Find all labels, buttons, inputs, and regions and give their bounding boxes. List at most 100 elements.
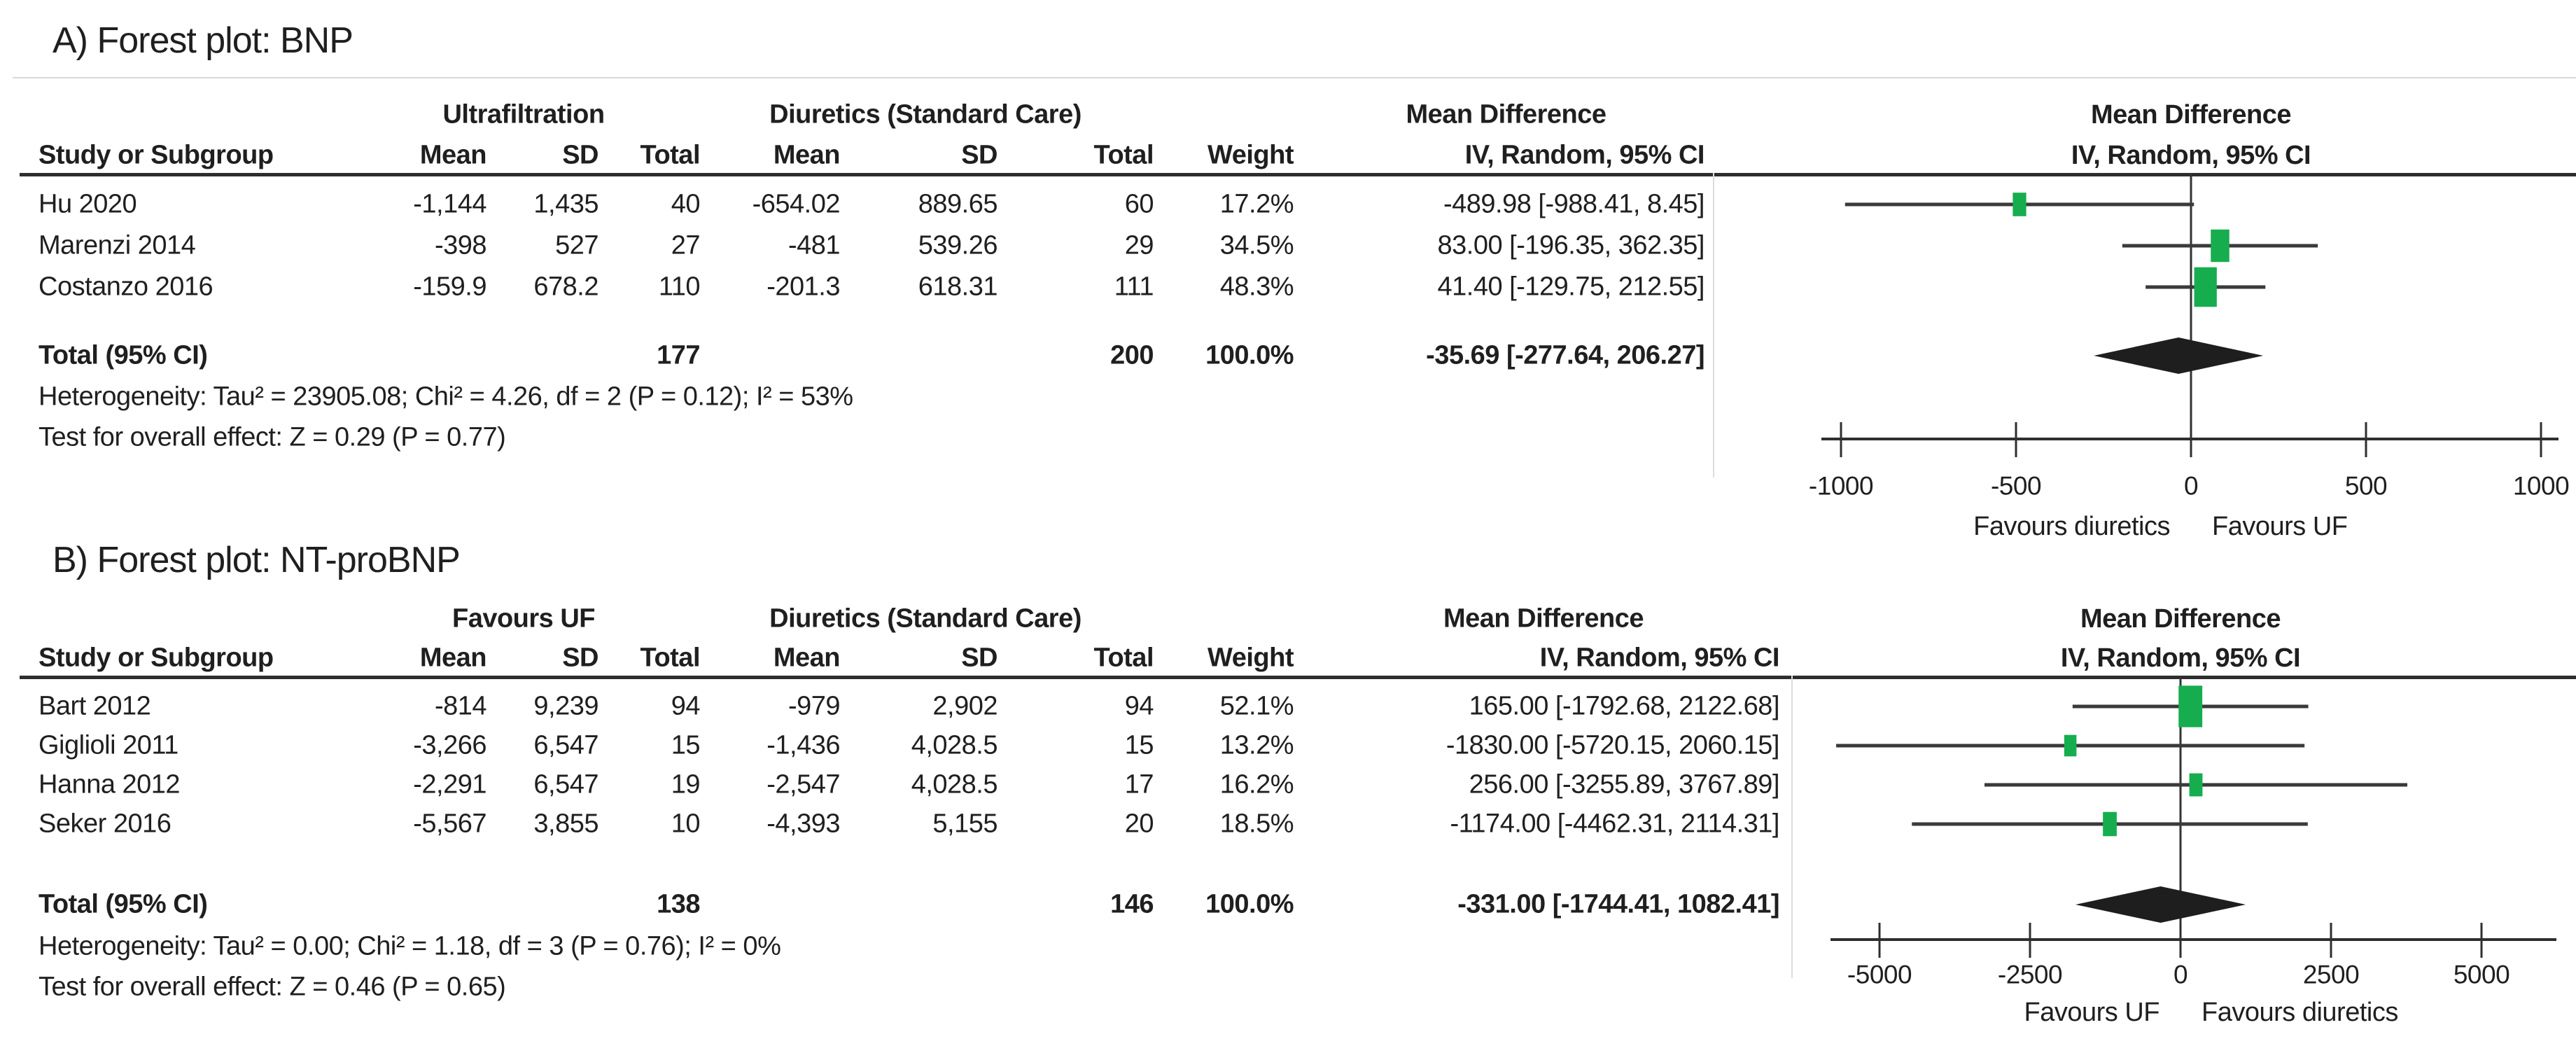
axis-tick-label: -5000 <box>1847 961 1912 989</box>
favours-left-label: Favours diuretics <box>1973 512 2170 541</box>
cell-total2: 17 <box>1124 769 1154 800</box>
summary-diamond <box>2075 886 2246 923</box>
cell-sd2: 889.65 <box>918 189 998 219</box>
axis-tick-label: -1000 <box>1809 472 1873 501</box>
cell-total1: 110 <box>658 272 701 302</box>
group2-header: Diuretics (Standard Care) <box>769 604 1082 634</box>
cell-total2: 111 <box>1114 272 1154 302</box>
cell-md-ci: 83.00 [-196.35, 362.35] <box>1437 230 1705 260</box>
cell-md-ci: -1830.00 [-5720.15, 2060.15] <box>1446 730 1780 760</box>
cell-total2: 60 <box>1124 189 1154 219</box>
axis-tick-label: 2500 <box>2303 961 2359 989</box>
plot-header: Mean Difference <box>2080 604 2281 634</box>
summary-diamond <box>2094 337 2264 374</box>
plot-header: Mean Difference <box>2091 100 2291 130</box>
column-header-sd1: SD <box>562 140 598 170</box>
study-name: Hanna 2012 <box>38 769 181 800</box>
cell-md-ci: 256.00 [-3255.89, 3767.89] <box>1469 769 1780 800</box>
total-md-ci: -331.00 [-1744.41, 1082.41] <box>1457 889 1779 919</box>
panel-title: B) Forest plot: NT-proBNP <box>52 540 461 580</box>
cell-mean2: -481 <box>788 230 841 260</box>
cell-total1: 27 <box>671 230 701 260</box>
cell-mean1: -1,144 <box>413 189 486 219</box>
cell-mean2: -4,393 <box>766 809 840 839</box>
effect-square <box>2189 773 2203 797</box>
cell-total1: 94 <box>671 691 701 721</box>
cell-md-ci: -1174.00 [-4462.31, 2114.31] <box>1450 809 1779 839</box>
cell-sd2: 4,028.5 <box>911 769 998 800</box>
cell-sd1: 527 <box>555 230 598 260</box>
column-header-weight: Weight <box>1208 140 1294 170</box>
cell-total1: 19 <box>671 769 701 800</box>
cell-total2: 29 <box>1124 230 1154 260</box>
total-label: Total (95% CI) <box>38 340 208 370</box>
column-header-mean2: Mean <box>773 643 841 673</box>
total-md-ci: -35.69 [-277.64, 206.27] <box>1426 340 1704 370</box>
cell-sd2: 539.26 <box>918 230 998 260</box>
study-name: Giglioli 2011 <box>38 730 178 760</box>
cell-mean2: -201.3 <box>766 272 840 302</box>
column-header-mean1: Mean <box>419 643 487 673</box>
column-header-sd1: SD <box>562 643 598 673</box>
cell-sd2: 2,902 <box>932 691 997 721</box>
header-rule <box>20 676 2576 679</box>
effect-square <box>2194 267 2217 307</box>
title-hairline <box>13 77 2576 78</box>
cell-mean1: -814 <box>434 691 487 721</box>
total-n1: 177 <box>657 340 700 370</box>
group1-header: Ultrafiltration <box>442 99 605 130</box>
total-weight: 100.0% <box>1205 340 1294 370</box>
panel-title: A) Forest plot: BNP <box>52 20 354 61</box>
cell-md-ci: -489.98 [-988.41, 8.45] <box>1443 189 1705 219</box>
favours-right-label: Favours UF <box>2212 512 2347 541</box>
column-header-study: Study or Subgroup <box>38 643 274 673</box>
study-name: Costanzo 2016 <box>38 272 214 302</box>
cell-sd1: 678.2 <box>533 272 598 302</box>
effect-header: Mean Difference <box>1443 604 1644 634</box>
axis-tick-label: 5000 <box>2454 961 2510 989</box>
effect-square <box>2211 229 2230 263</box>
axis-tick-label: 0 <box>2174 961 2188 989</box>
plot-subheader: IV, Random, 95% CI <box>2061 643 2300 673</box>
effect-square <box>2064 734 2077 757</box>
cell-mean2: -979 <box>788 691 841 721</box>
favours-right-label: Favours diuretics <box>2202 998 2398 1027</box>
cell-sd2: 4,028.5 <box>911 730 998 760</box>
total-n2: 200 <box>1110 340 1154 370</box>
study-name: Marenzi 2014 <box>38 230 196 260</box>
cell-weight: 16.2% <box>1219 769 1294 800</box>
effect-square <box>2178 685 2203 727</box>
column-header-total2: Total <box>1093 140 1154 170</box>
cell-md-ci: 41.40 [-129.75, 212.55] <box>1437 272 1705 302</box>
cell-weight: 52.1% <box>1219 691 1294 721</box>
column-header-total1: Total <box>640 643 701 673</box>
effect-square <box>2103 811 2117 837</box>
column-header-study: Study or Subgroup <box>38 140 274 170</box>
effect-square <box>2012 193 2026 216</box>
cell-sd2: 618.31 <box>918 272 998 302</box>
header-rule <box>20 173 2576 176</box>
cell-sd2: 5,155 <box>932 809 997 839</box>
study-name: Seker 2016 <box>38 809 172 839</box>
heterogeneity-line: Heterogeneity: Tau² = 0.00; Chi² = 1.18,… <box>38 931 781 961</box>
cell-weight: 34.5% <box>1219 230 1294 260</box>
cell-md-ci: 165.00 [-1792.68, 2122.68] <box>1469 691 1780 721</box>
column-header-weight: Weight <box>1208 643 1294 673</box>
cell-mean1: -398 <box>434 230 487 260</box>
axis-tick-label: 1000 <box>2513 472 2569 501</box>
cell-sd1: 6,547 <box>533 730 598 760</box>
overall-effect-line: Test for overall effect: Z = 0.29 (P = 0… <box>38 422 506 452</box>
cell-weight: 48.3% <box>1219 272 1294 302</box>
study-name: Bart 2012 <box>38 691 151 721</box>
cell-sd1: 6,547 <box>533 769 598 800</box>
effect-header: Mean Difference <box>1406 99 1606 130</box>
cell-mean2: -1,436 <box>766 730 840 760</box>
axis-tick-label: -2500 <box>1998 961 2062 989</box>
favours-left-label: Favours UF <box>2024 998 2160 1027</box>
cell-mean1: -2,291 <box>413 769 486 800</box>
column-header-mean1: Mean <box>419 140 487 170</box>
total-n1: 138 <box>657 889 700 919</box>
heterogeneity-line: Heterogeneity: Tau² = 23905.08; Chi² = 4… <box>38 382 853 412</box>
